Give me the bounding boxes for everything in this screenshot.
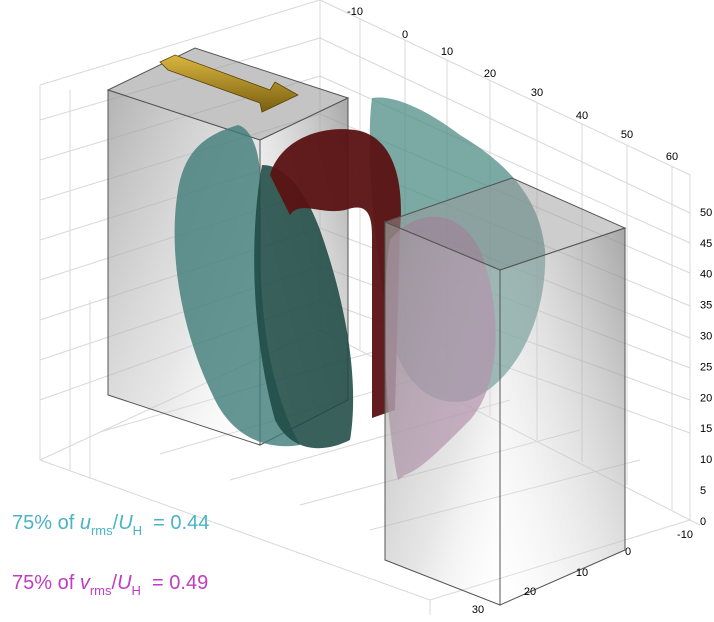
tick-label: 20 <box>484 68 496 80</box>
tick-label: 45 <box>700 238 712 250</box>
tick-label: 50 <box>621 129 633 141</box>
tick-label: 5 <box>700 485 706 497</box>
annotation-subscript: H <box>131 583 141 598</box>
tick-label: 50 <box>700 207 712 219</box>
annotation-subscript: H <box>132 523 143 538</box>
tick-label: 10 <box>576 567 588 579</box>
tick-label: 10 <box>700 454 712 466</box>
annotation-reference: U <box>118 512 133 534</box>
tick-label: -10 <box>677 529 693 541</box>
tick-label: -10 <box>347 6 363 18</box>
annotation-result: = 0.44 <box>153 512 210 534</box>
tick-label: 35 <box>700 300 712 312</box>
v-rms-isosurface <box>270 129 401 418</box>
tick-label: 40 <box>576 110 588 122</box>
tick-label: 0 <box>625 546 631 558</box>
axis-ticks: -10010203040506050454035302520151050-100… <box>347 6 712 616</box>
tick-label: 25 <box>700 361 712 373</box>
tick-label: 15 <box>700 423 712 435</box>
tick-label: 60 <box>666 151 678 163</box>
tick-label: 0 <box>402 29 408 41</box>
annotation-slash: / <box>111 572 118 594</box>
tick-label: 30 <box>700 331 712 343</box>
annotation-text: 75% of <box>12 572 80 594</box>
tick-label: 30 <box>472 604 484 616</box>
annotation-slash: / <box>112 512 119 534</box>
tick-label: 0 <box>700 516 706 528</box>
annotation-variable: u <box>79 512 91 534</box>
flow-arrow <box>159 54 299 113</box>
tick-label: 40 <box>700 269 712 281</box>
right-box <box>383 177 627 606</box>
tick-label: 10 <box>441 46 453 58</box>
annotation-subscript: rms <box>89 583 112 598</box>
annotation-variable: v <box>79 572 90 594</box>
tick-label: 20 <box>700 392 712 404</box>
u-annotation: 75% of urms/UH = 0.44 <box>12 512 209 538</box>
annotation-result: = 0.49 <box>152 572 209 594</box>
annotation-reference: U <box>117 572 132 594</box>
annotation-subscript: rms <box>90 523 113 538</box>
annotation-text: 75% of <box>12 512 80 534</box>
tick-label: 20 <box>524 586 536 598</box>
v-annotation: 75% of vrms/UH = 0.49 <box>12 572 208 598</box>
tick-label: 30 <box>531 87 543 99</box>
